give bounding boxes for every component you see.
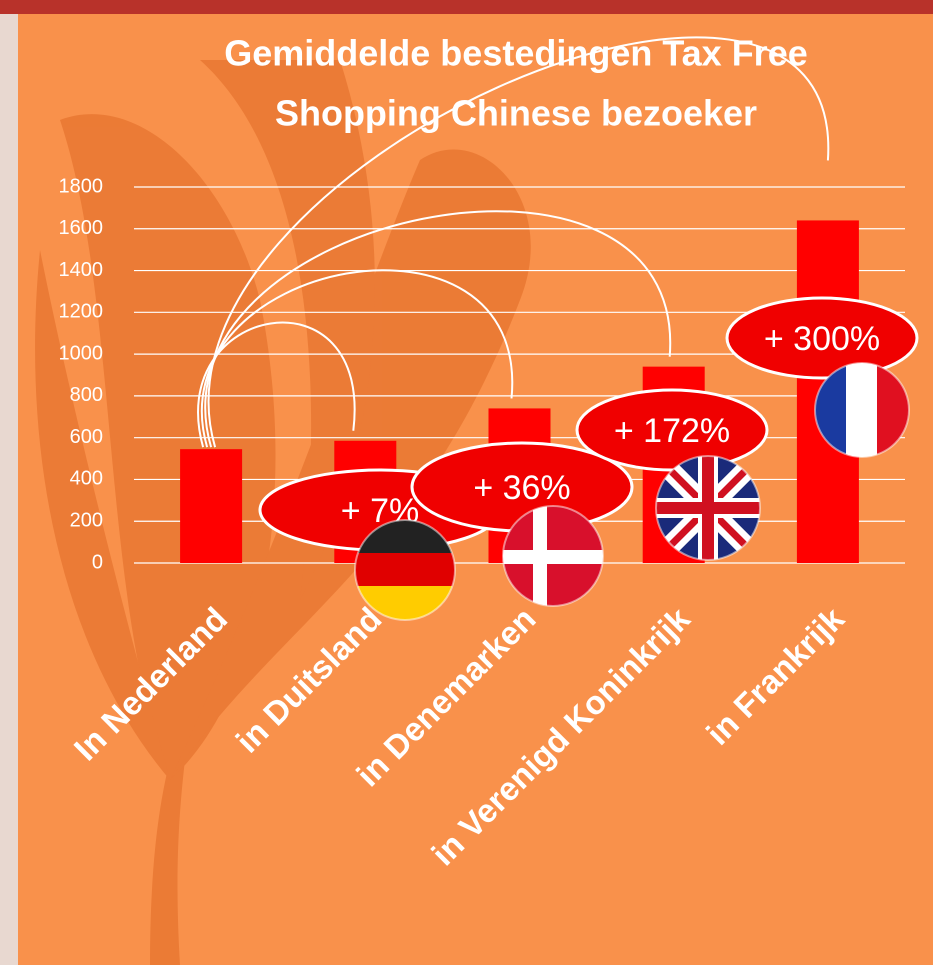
y-tick-label: 1600 xyxy=(59,217,104,239)
left-texture xyxy=(0,0,18,965)
flag-denmark xyxy=(503,506,603,606)
y-tick-label: 200 xyxy=(70,510,103,532)
annotation-label: + 36% xyxy=(473,469,570,507)
comparison-arc xyxy=(207,36,829,448)
annotation-bubble xyxy=(725,296,919,380)
y-tick-label: 1000 xyxy=(59,342,104,364)
y-tick-label: 1200 xyxy=(59,301,104,323)
y-tick-label: 800 xyxy=(70,384,103,406)
flag-uk xyxy=(656,456,760,560)
chart-title: Shopping Chinese bezoeker xyxy=(275,93,757,134)
y-tick-label: 600 xyxy=(70,426,103,448)
y-tick-label: 1800 xyxy=(59,175,104,197)
y-tick-label: 400 xyxy=(70,468,103,490)
comparison-arc xyxy=(204,210,671,448)
annotation-label: + 172% xyxy=(614,412,730,450)
comparison-arc xyxy=(197,321,356,448)
chart-title: Gemiddelde bestedingen Tax Free xyxy=(224,33,808,74)
y-tick-label: 0 xyxy=(92,551,103,573)
bar xyxy=(180,449,243,563)
annotation-label: + 300% xyxy=(764,320,880,358)
y-tick-label: 1400 xyxy=(59,259,104,281)
top-texture xyxy=(0,0,933,14)
comparison-arc xyxy=(200,269,514,448)
